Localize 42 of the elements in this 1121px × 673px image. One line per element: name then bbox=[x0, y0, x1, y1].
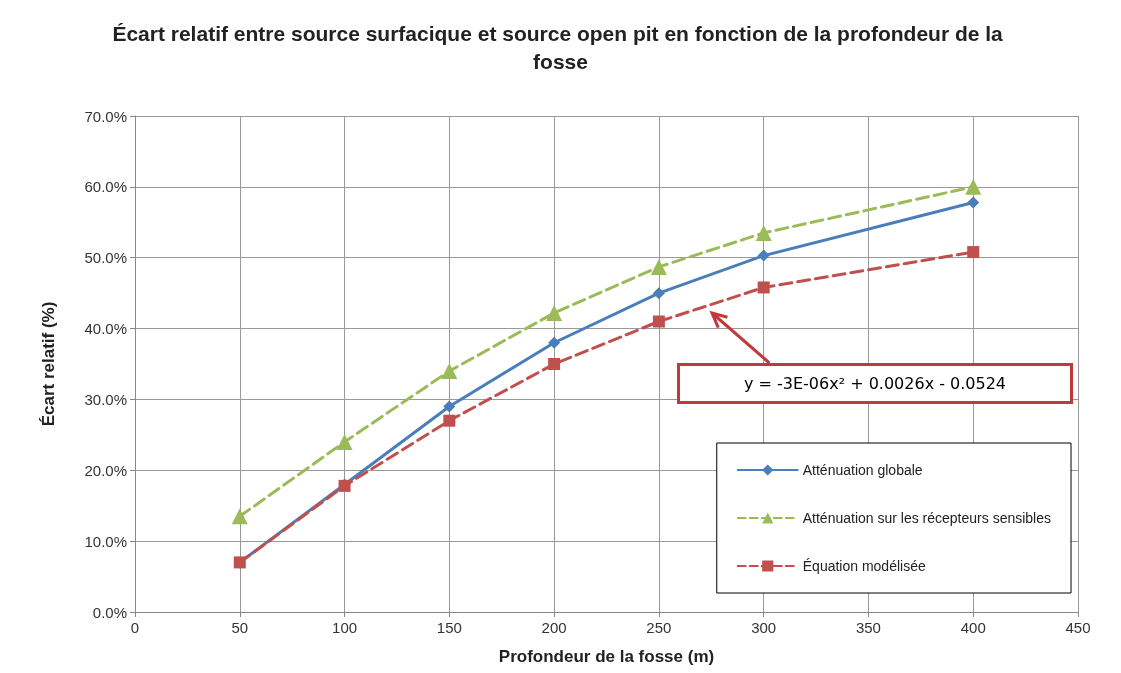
point bbox=[336, 433, 353, 450]
point bbox=[443, 400, 456, 413]
point bbox=[443, 414, 456, 427]
point bbox=[755, 224, 772, 241]
y-tick-label: 0.0% bbox=[92, 603, 127, 621]
point bbox=[652, 287, 665, 300]
point bbox=[757, 281, 770, 294]
x-tick-label: 450 bbox=[1065, 619, 1091, 636]
legend-label: Atténuation sur les récepteurs sensibles bbox=[802, 510, 1051, 526]
point bbox=[441, 363, 458, 380]
x-tick-label: 250 bbox=[646, 619, 672, 636]
point bbox=[546, 304, 563, 321]
point bbox=[548, 358, 561, 370]
point bbox=[967, 246, 980, 259]
point bbox=[965, 178, 982, 195]
x-axis-title: Profondeur de la fosse (m) bbox=[498, 647, 715, 666]
y-tick-label: 70.0% bbox=[84, 107, 127, 125]
point bbox=[757, 249, 770, 262]
x-tick-label: 350 bbox=[855, 619, 881, 636]
x-tick-label: 200 bbox=[541, 619, 567, 636]
x-tick-label: 0 bbox=[130, 619, 140, 636]
x-tick-label: 50 bbox=[231, 619, 249, 636]
y-tick-label: 20.0% bbox=[84, 461, 127, 479]
point bbox=[548, 336, 561, 349]
y-tick-label: 50.0% bbox=[84, 249, 127, 267]
legend-label: Atténuation globale bbox=[802, 462, 923, 478]
point bbox=[967, 196, 980, 209]
legend-label: Équation modélisée bbox=[802, 558, 926, 574]
x-tick-label: 150 bbox=[436, 619, 462, 636]
y-axis-title: Écart relatif (%) bbox=[39, 301, 58, 427]
point bbox=[652, 315, 665, 328]
chart-title: Écart relatif entre source surfacique et source open pit en fonction de la profondeur de la fosse bbox=[112, 21, 1009, 73]
x-tick-label: 400 bbox=[960, 619, 986, 636]
y-tick-label: 40.0% bbox=[84, 320, 127, 338]
x-tick-label: 300 bbox=[751, 619, 777, 636]
y-tick-label: 10.0% bbox=[84, 532, 127, 550]
x-tick-label: 100 bbox=[332, 619, 358, 636]
point bbox=[650, 258, 667, 275]
point bbox=[231, 508, 248, 525]
y-tick-label: 30.0% bbox=[84, 390, 127, 408]
y-tick-label: 60.0% bbox=[84, 178, 127, 196]
callout-box: y = -3E-06x² + 0.0026x - 0.0524 bbox=[677, 363, 1073, 404]
